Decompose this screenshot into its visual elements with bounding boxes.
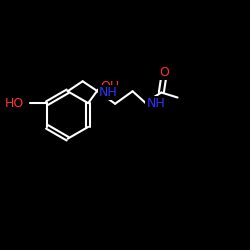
- Text: OH: OH: [101, 80, 120, 94]
- Text: NH: NH: [146, 97, 165, 110]
- Text: HO: HO: [5, 97, 24, 110]
- Text: O: O: [159, 66, 169, 79]
- Text: NH: NH: [99, 86, 117, 99]
